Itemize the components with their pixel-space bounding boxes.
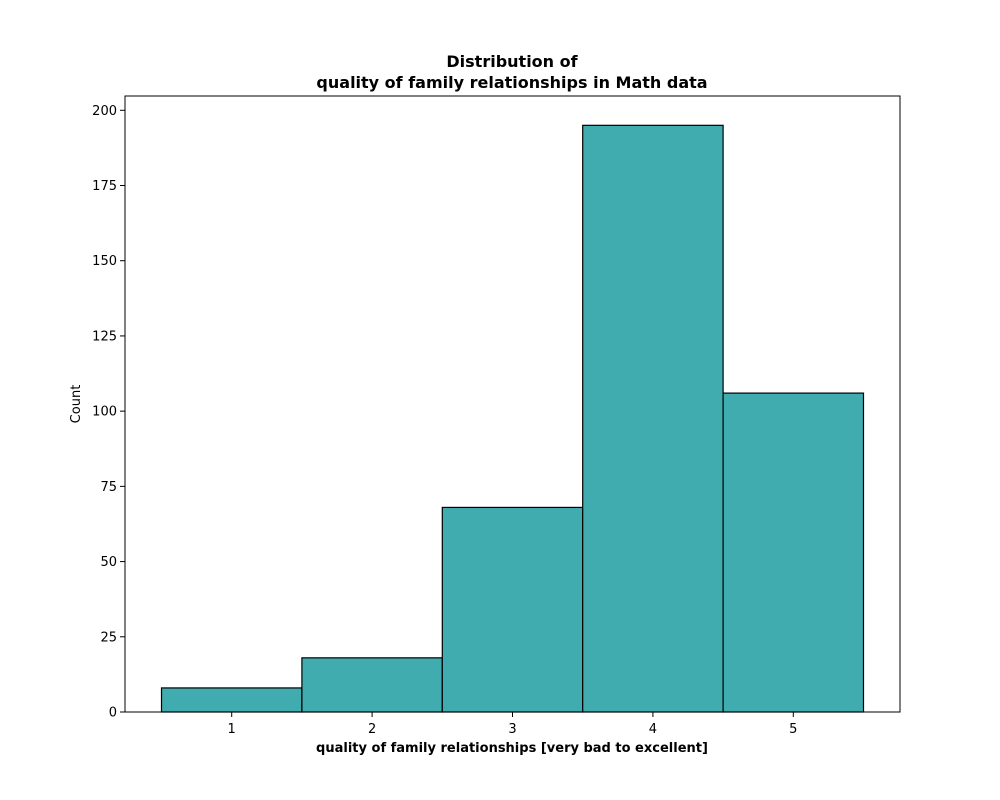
x-tick-label: 2 bbox=[368, 722, 376, 737]
bar-4 bbox=[582, 124, 724, 713]
x-tick-label: 1 bbox=[228, 722, 236, 737]
x-tick-label: 3 bbox=[508, 722, 516, 737]
y-tick-label: 125 bbox=[92, 329, 117, 344]
y-tick-label: 150 bbox=[92, 254, 117, 269]
bar-3 bbox=[441, 506, 584, 713]
y-axis-ticks: 0 25 50 75 100 125 150 175 200 bbox=[92, 104, 125, 721]
bar-1 bbox=[160, 687, 303, 713]
y-axis-label: Count bbox=[69, 385, 84, 424]
y-tick-label: 175 bbox=[92, 179, 117, 194]
y-tick-label: 100 bbox=[92, 405, 117, 420]
x-axis-label: quality of family relationships [very ba… bbox=[316, 741, 708, 756]
chart-title-line-2: quality of family relationships in Math … bbox=[316, 73, 707, 92]
plot-frame bbox=[124, 95, 901, 713]
bar-5 bbox=[722, 392, 865, 713]
bars-group bbox=[160, 124, 865, 713]
y-tick-label: 75 bbox=[100, 480, 117, 495]
y-tick-label: 50 bbox=[100, 555, 117, 570]
y-tick-label: 0 bbox=[109, 706, 117, 721]
bar-2 bbox=[301, 657, 443, 713]
x-tick-label: 5 bbox=[789, 722, 797, 737]
y-tick-label: 200 bbox=[92, 104, 117, 119]
y-tick-label: 25 bbox=[100, 630, 117, 645]
x-tick-label: 4 bbox=[649, 722, 657, 737]
chart-title-line-1: Distribution of bbox=[446, 52, 578, 71]
x-axis-ticks: 1 2 3 4 5 bbox=[228, 712, 797, 737]
